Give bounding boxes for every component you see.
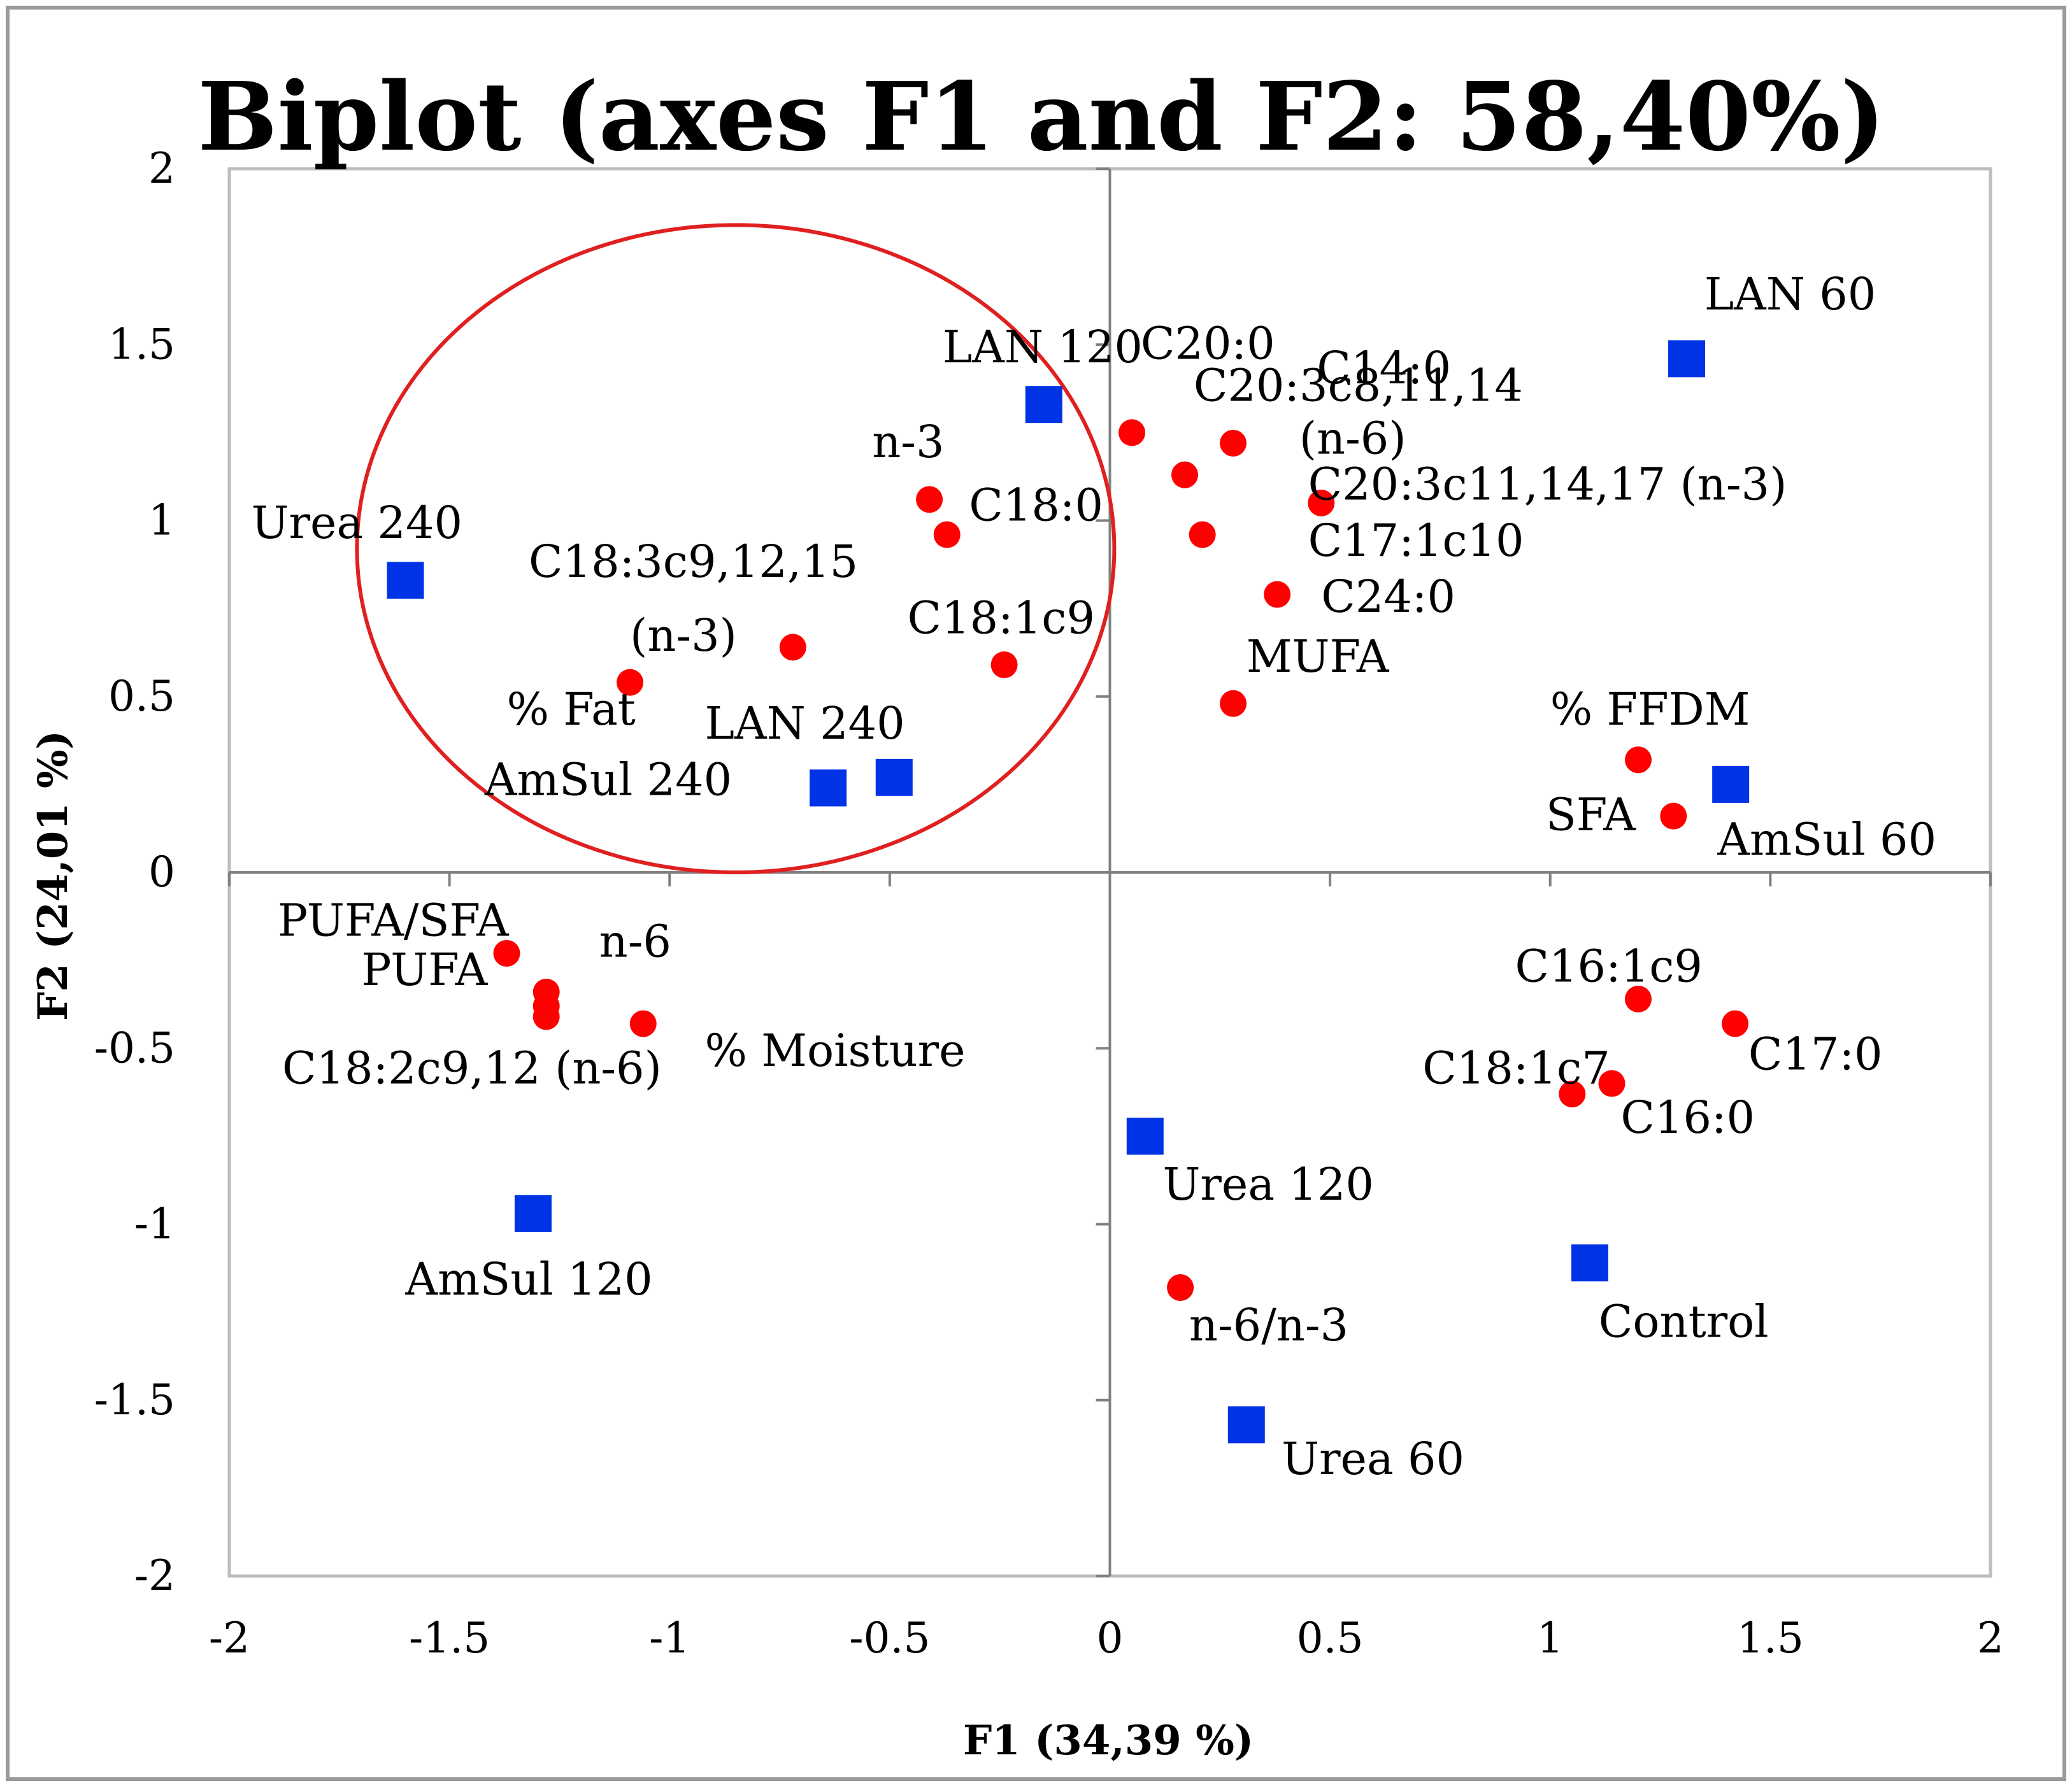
x-tick-label: 1.5 [1737,1614,1804,1663]
outer-frame [6,6,2066,1781]
variable-point-pct-fat [617,669,644,696]
point-label-lan-240: LAN 240 [705,697,905,749]
variable-point-c18-0 [933,521,961,548]
point-label-c14-0: C14:0 [1317,342,1451,394]
point-label-urea-120: Urea 120 [1162,1158,1373,1211]
variable-point-c24-0 [1264,581,1291,608]
point-label-amsul-240: AmSul 240 [484,753,732,806]
point-label-c24-0: C24:0 [1321,571,1455,623]
point-label-pct-moisture: % Moisture [705,1025,966,1077]
point-label-c20-3c11-14-17-n-3: C20:3c11,14,17 (n-3) [1308,458,1787,510]
marks-layer [387,340,1750,1444]
point-label-amsul-60: AmSul 60 [1717,813,1936,865]
variable-point-c17-1c10 [1189,521,1216,548]
y-tick-label: 1 [148,496,175,545]
point-label-c18-2c9-12-n-6: C18:2c9,12 (n-6) [282,1042,662,1095]
point-label-lan-60: LAN 60 [1704,268,1876,320]
variable-point-c18-1c7 [1559,1081,1586,1108]
point-label-urea-240: Urea 240 [252,497,462,549]
y-tick-label: -2 [134,1551,175,1600]
variable-point-c16-1c9 [1625,985,1652,1012]
axes-layer: -2 -1.5 -1 -0.5 0 0.5 1 1.5 2 -2 -1.5 -1 -0.5 0 0.5 1 1.… [94,144,2004,1663]
point-label-c16-1c9: C16:1c9 [1515,940,1703,992]
variable-point-n-6-n-3 [1167,1274,1194,1301]
y-tick-label: 0.5 [108,672,175,721]
point-label-c18-1c9: C18:1c9 [908,592,1096,644]
treatment-point-amsul-60 [1712,765,1750,803]
point-label-c16-0: C16:0 [1620,1091,1755,1144]
variable-point-n-3 [916,486,943,513]
variable-point-n-6 [629,1010,657,1037]
treatment-point-urea-60 [1227,1406,1265,1444]
variable-point-pufa-sfa [493,940,520,967]
variable-point-sfa [1660,802,1687,830]
variable-point-c20-3c11-14-17-n-3 [1308,489,1335,516]
variable-point-c20-3c8-11-14-n-6 [1171,461,1199,488]
y-tick-label: -1 [134,1200,175,1249]
point-label-n-3: n-3 [872,416,944,468]
treatment-point-urea-120 [1126,1118,1164,1155]
x-tick-label: -2 [209,1614,250,1663]
point-label-c17-1c10: C17:1c10 [1308,515,1524,567]
x-tick-label: 0.5 [1297,1614,1364,1663]
point-label-n-6: (n-6) [1299,413,1406,465]
point-label-c20-0: C20:0 [1141,317,1275,369]
point-label-n-6-n-3: n-6/n-3 [1189,1299,1348,1351]
y-tick-label: 0 [148,848,175,897]
variable-point-mufa [1220,690,1247,717]
variable-point-c20-0 [1118,419,1146,446]
variable-point-c18-2c9-12-n-6-b [532,1003,560,1030]
point-label-control: Control [1599,1295,1769,1347]
y-tick-label: 1.5 [108,320,175,369]
ellipse-layer [355,223,1117,874]
x-tick-label: 0 [1097,1614,1124,1663]
treatment-point-control [1571,1244,1608,1282]
point-label-c20-3c8-11-14: C20:3c8,11,14 [1194,360,1523,412]
variable-point-c17-0 [1722,1010,1749,1037]
variable-point-c14-0 [1220,429,1247,457]
x-tick-label: -1 [649,1614,690,1663]
y-tick-label: 2 [148,144,175,193]
x-axis-label: F1 (34,39 %) [963,1717,1254,1765]
variable-point-pct-ffdm [1625,746,1652,774]
point-label-c18-0: C18:0 [969,479,1103,532]
x-tick-label: 2 [1977,1614,2004,1663]
point-label-c17-0: C17:0 [1748,1028,1883,1080]
point-label-lan-120: LAN 120 [943,321,1143,373]
treatment-point-urea-240 [387,562,424,599]
point-label-amsul-120: AmSul 120 [405,1253,653,1305]
y-axis-label: F2 (24,01 %) [29,730,77,1021]
treatment-point-amsul-240 [810,769,847,807]
variable-point-c18-3c9-12-15-n-3 [779,634,806,661]
point-label-sfa: SFA [1546,789,1636,841]
x-tick-label: -0.5 [849,1614,930,1663]
point-label-pufa-sfa: PUFA/SFA [278,894,510,946]
variable-point-c18-1c9 [990,651,1018,679]
x-tick-label: -1.5 [409,1614,490,1663]
point-label-n-3: (n-3) [630,609,737,662]
highlight-ellipse [355,223,1117,874]
treatment-point-lan-60 [1668,340,1706,378]
point-label-c18-3c9-12-15: C18:3c9,12,15 [529,536,858,588]
treatment-point-lan-240 [875,758,913,796]
variable-point-c16-0 [1598,1070,1625,1097]
point-label-mufa: MUFA [1247,630,1390,683]
x-tick-label: 1 [1537,1614,1564,1663]
point-label-pct-fat: % Fat [506,683,635,735]
treatment-point-amsul-120 [514,1195,552,1232]
point-label-pufa: PUFA [361,944,488,996]
treatment-point-lan-120 [1025,386,1062,423]
y-tick-label: -1.5 [94,1375,175,1424]
y-tick-label: -0.5 [94,1023,175,1072]
point-label-pct-ffdm: % FFDM [1550,683,1750,735]
point-label-urea-60: Urea 60 [1282,1433,1464,1485]
point-label-n-6: n-6 [599,916,671,968]
chart-title: Biplot (axes F1 and F2: 58,40%) [197,61,1885,172]
point-label-c18-1c7: C18:1c7 [1422,1042,1610,1095]
